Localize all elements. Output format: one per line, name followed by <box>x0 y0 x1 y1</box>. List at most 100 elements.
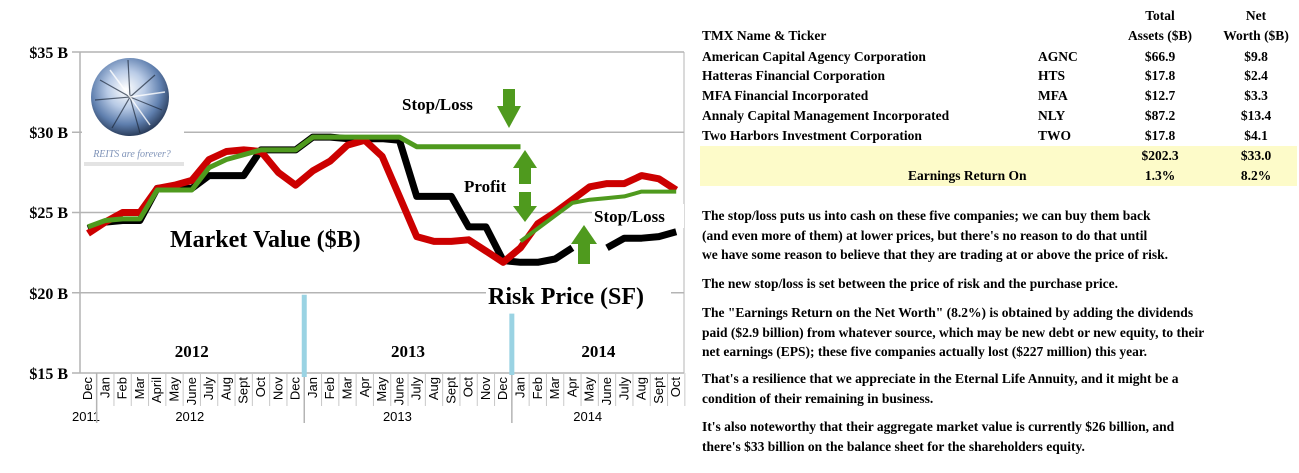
series-line-stop-loss <box>87 134 521 230</box>
net-worth: $4.1 <box>1244 128 1268 143</box>
x-tick-label: Feb <box>530 377 545 399</box>
x-tick-label: Dec <box>288 377 303 401</box>
paragraph-stop-loss: The stop/loss puts us into cash on these… <box>702 208 1169 262</box>
diamond-image: REITS are forever? <box>82 55 184 170</box>
paragraph-earnings-return: The "Earnings Return on the Net Worth" (… <box>702 305 1205 359</box>
paragraph-resilience: That's a resilience that we appreciate i… <box>702 371 1179 406</box>
x-year-label: 2012 <box>175 409 204 424</box>
x-tick-label: Nov <box>478 377 493 401</box>
header-assets: Assets ($B) <box>1127 28 1193 43</box>
ticker: MFA <box>1038 88 1068 103</box>
x-axis: Dec Jan Feb Mar April May June July Aug Sept Oct No… <box>72 373 686 424</box>
net-worth: $9.8 <box>1244 49 1268 64</box>
earnings-assets: 1.3% <box>1144 168 1176 183</box>
x-tick-label: June <box>599 377 614 405</box>
company-name: Annaly Capital Management Incorporated <box>702 108 950 123</box>
x-tick-label: June <box>184 377 199 405</box>
x-tick-label: Sept <box>236 377 251 404</box>
chart-annotations: Market Value ($B) Risk Price (SF) Stop/L… <box>168 89 684 312</box>
x-tick-label: Jan <box>513 377 528 398</box>
x-tick-label: Sept <box>651 377 666 404</box>
paragraph-market-value: It's also noteworthy that their aggregat… <box>702 419 1175 454</box>
x-tick-label: Jan <box>305 377 320 398</box>
x-tick-label: July <box>409 377 424 401</box>
series-lines <box>86 133 679 266</box>
x-tick-label: May <box>167 377 182 402</box>
header-name: TMX Name & Ticker <box>702 28 827 43</box>
year-divider-bar <box>509 313 515 375</box>
stop-loss-right-label: Stop/Loss <box>594 207 665 226</box>
table-row: American Capital Agency Corporation AGNC… <box>700 47 1296 66</box>
totals-highlight <box>700 146 1297 186</box>
x-tick-label: May <box>582 377 597 402</box>
total-assets-sum: $202.3 <box>1141 148 1179 163</box>
ticker: AGNC <box>1038 49 1078 64</box>
year-dividers <box>301 294 515 377</box>
y-tick-label: $15 B <box>29 366 68 383</box>
x-year-label: 2013 <box>383 409 412 424</box>
stop-loss-top-label: Stop/Loss <box>402 95 473 114</box>
x-tick-label: Sept <box>443 377 458 404</box>
x-tick-label: Feb <box>115 377 130 399</box>
total-assets: $66.9 <box>1144 49 1176 64</box>
x-tick-label: Aug <box>426 377 441 400</box>
table-row: MFA Financial Incorporated MFA $12.7 $3.… <box>700 86 1296 105</box>
y-tick-label: $20 B <box>29 286 68 303</box>
x-tick-label: Mar <box>340 376 355 399</box>
section-year-2013: 2013 <box>391 342 425 361</box>
arrow-down-icon <box>513 192 537 222</box>
x-tick-label: Nov <box>270 377 285 401</box>
earnings-net: 8.2% <box>1240 168 1272 183</box>
x-tick-label: Dec <box>495 377 510 401</box>
market-value-label: Market Value ($B) <box>170 227 361 253</box>
ticker: HTS <box>1038 68 1066 83</box>
series-line-market-value-b <box>86 136 679 266</box>
header-net: Net <box>1245 8 1267 23</box>
summary-panel: Total Net TMX Name & Ticker Assets ($B) … <box>700 0 1299 473</box>
year-divider-bar <box>301 294 307 377</box>
section-year-labels: 2012 2013 2014 <box>175 342 616 361</box>
ticker: NLY <box>1038 108 1066 123</box>
earnings-label: Earnings Return On <box>908 168 1027 183</box>
y-tick-label: $30 B <box>29 125 68 142</box>
net-worth: $3.3 <box>1244 88 1268 103</box>
net-worth: $13.4 <box>1240 108 1272 123</box>
x-tick-label: Oct <box>668 377 683 398</box>
y-tick-label: $35 B <box>29 45 68 62</box>
total-assets: $87.2 <box>1144 108 1176 123</box>
x-year-label: 2011 <box>72 409 100 424</box>
section-year-2014: 2014 <box>581 342 616 361</box>
ticker: TWO <box>1038 128 1072 143</box>
risk-price-label: Risk Price (SF) <box>488 284 644 310</box>
table-header-row-1: Total Net <box>700 6 1296 25</box>
company-name: Two Harbors Investment Corporation <box>702 128 922 143</box>
earnings-row: Earnings Return On 1.3% 8.2% <box>700 166 1296 185</box>
x-tick-label: July <box>201 377 216 401</box>
x-tick-label: Apr <box>564 376 579 397</box>
header-total: Total <box>1145 8 1175 23</box>
company-name: Hatteras Financial Corporation <box>702 68 885 83</box>
x-tick-label: June <box>391 377 406 405</box>
x-tick-label: Mar <box>547 376 562 399</box>
company-name: American Capital Agency Corporation <box>702 49 926 64</box>
x-tick-label: Feb <box>322 377 337 399</box>
profit-label: Profit <box>464 177 507 196</box>
section-year-2012: 2012 <box>175 342 209 361</box>
net-worth-sum: $33.0 <box>1240 148 1272 163</box>
y-tick-label: $25 B <box>29 205 68 222</box>
x-tick-label: Jan <box>97 377 112 398</box>
arrow-down-icon <box>497 89 521 128</box>
x-tick-label: Oct <box>253 377 268 398</box>
table-row: Annaly Capital Management Incorporated N… <box>700 106 1296 125</box>
x-tick-label: Aug <box>218 377 233 400</box>
x-year-label: 2014 <box>573 409 602 424</box>
net-worth: $2.4 <box>1244 68 1268 83</box>
series-line-risk-price-sf <box>605 228 678 251</box>
x-tick-label: Aug <box>634 377 649 400</box>
total-assets: $17.8 <box>1144 68 1176 83</box>
diamond-caption: REITS are forever? <box>92 149 171 160</box>
series-line-new-stop-loss <box>519 189 677 244</box>
x-tick-label: Mar <box>132 376 147 399</box>
totals-row: $202.3 $33.0 <box>700 146 1296 165</box>
y-axis-ticks: $35 B $30 B $25 B $20 B $15 B <box>29 45 68 383</box>
